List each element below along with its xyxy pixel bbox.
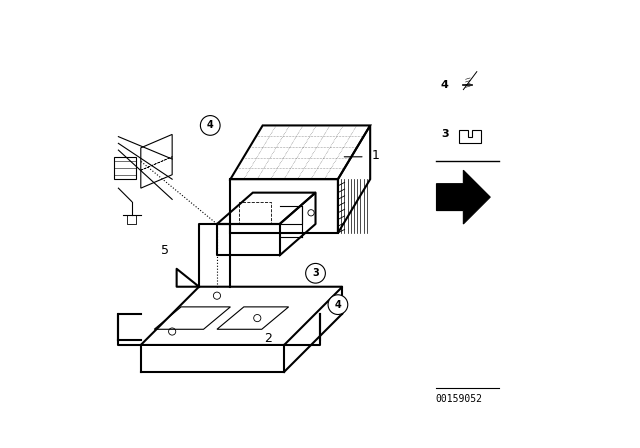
Text: 3: 3 bbox=[441, 129, 449, 139]
Polygon shape bbox=[436, 170, 490, 224]
Text: 3: 3 bbox=[312, 268, 319, 278]
Circle shape bbox=[200, 116, 220, 135]
Circle shape bbox=[306, 263, 325, 283]
Text: 4: 4 bbox=[335, 300, 341, 310]
Text: 4: 4 bbox=[207, 121, 214, 130]
Text: 4: 4 bbox=[441, 80, 449, 90]
Text: 00159052: 00159052 bbox=[435, 394, 483, 404]
Text: 2: 2 bbox=[264, 332, 273, 345]
Text: 1: 1 bbox=[371, 149, 380, 162]
Text: 5: 5 bbox=[161, 244, 170, 258]
Circle shape bbox=[328, 295, 348, 314]
